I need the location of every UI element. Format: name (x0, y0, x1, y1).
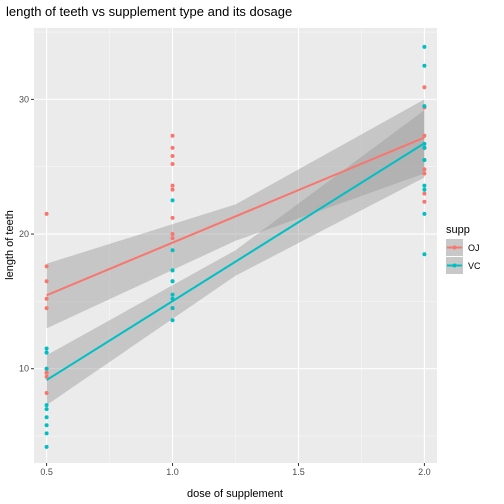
data-point-oj (170, 187, 175, 192)
x-axis-title: dose of supplement (187, 488, 283, 500)
data-point-vc (170, 292, 175, 297)
data-point-oj (422, 133, 427, 138)
data-point-vc (170, 296, 175, 301)
data-point-vc (44, 403, 49, 408)
data-point-oj (44, 390, 49, 395)
data-point-vc (422, 63, 427, 68)
y-tick-label: 20 (19, 229, 29, 239)
data-point-oj (44, 374, 49, 379)
data-point-vc (44, 407, 49, 412)
data-point-vc (170, 318, 175, 323)
x-tick-label: 2.0 (418, 467, 431, 477)
data-point-oj (170, 162, 175, 167)
legend-label-oj: OJ (468, 243, 480, 253)
legend: supp OJ VC (446, 224, 481, 274)
data-point-oj (422, 171, 427, 176)
data-point-vc (170, 279, 175, 284)
data-point-oj (44, 279, 49, 284)
data-point-oj (170, 232, 175, 237)
data-point-vc (422, 211, 427, 216)
data-point-oj (44, 296, 49, 301)
data-point-vc (44, 431, 49, 436)
x-tick-label: 1.5 (292, 467, 305, 477)
fit-line-vc (46, 142, 425, 381)
data-point-vc (422, 104, 427, 109)
data-point-oj (422, 167, 427, 172)
legend-key-point-oj (452, 245, 457, 250)
y-axis-title: length of teeth (4, 210, 16, 280)
confidence-band-oj (46, 99, 425, 329)
data-point-vc (44, 350, 49, 355)
x-tick-label: 1.0 (166, 467, 179, 477)
data-point-vc (44, 444, 49, 449)
data-point-vc (422, 157, 427, 162)
data-point-oj (44, 370, 49, 375)
data-point-vc (170, 248, 175, 253)
data-point-oj (170, 145, 175, 150)
data-point-vc (44, 346, 49, 351)
data-point-oj (170, 133, 175, 138)
data-point-oj (170, 215, 175, 220)
data-point-vc (422, 44, 427, 49)
legend-label-vc: VC (468, 261, 481, 271)
y-tick-label: 30 (19, 94, 29, 104)
data-point-vc (170, 268, 175, 273)
data-point-vc (170, 198, 175, 203)
data-point-oj (44, 264, 49, 269)
data-point-oj (422, 85, 427, 90)
data-point-oj (422, 199, 427, 204)
data-point-vc (170, 306, 175, 311)
data-point-vc (422, 187, 427, 192)
data-point-oj (44, 211, 49, 216)
data-point-vc (422, 252, 427, 257)
y-tick-label: 10 (19, 364, 29, 374)
data-point-oj (170, 153, 175, 158)
data-point-vc (422, 141, 427, 146)
legend-key-point-vc (452, 263, 457, 268)
data-point-vc (422, 183, 427, 188)
chart-title: length of teeth vs supplement type and i… (6, 4, 292, 19)
confidence-band-vc (46, 110, 425, 406)
legend-title: supp (446, 224, 470, 236)
data-point-vc (44, 366, 49, 371)
data-point-vc (422, 145, 427, 150)
x-tick-label: 0.5 (40, 467, 53, 477)
data-point-oj (170, 236, 175, 241)
data-point-vc (44, 423, 49, 428)
data-point-vc (44, 415, 49, 420)
data-point-oj (44, 306, 49, 311)
fit-line-oj (46, 136, 425, 297)
data-point-oj (422, 191, 427, 196)
data-point-oj (170, 183, 175, 188)
